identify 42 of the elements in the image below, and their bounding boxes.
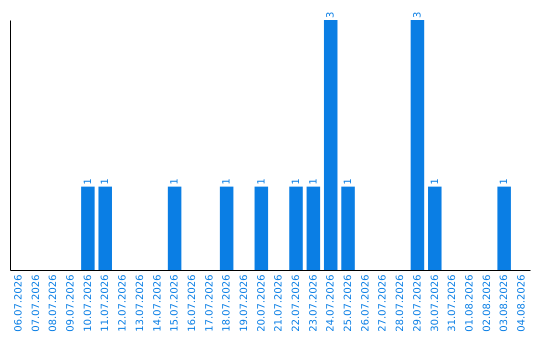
x-tick-label: 31.07.2026 — [447, 274, 458, 332]
x-tick-label: 19.07.2026 — [238, 274, 250, 332]
x-tick-label: 01.08.2026 — [464, 274, 476, 332]
x-tick-label: 16.07.2026 — [186, 274, 198, 332]
data-label: 1 — [343, 178, 354, 185]
x-tick-label: 26.07.2026 — [360, 274, 372, 332]
data-label: 1 — [308, 178, 320, 185]
x-tick-label: 03.08.2026 — [499, 274, 510, 332]
data-label: 1 — [291, 178, 302, 185]
x-tick-label: 15.07.2026 — [170, 274, 181, 332]
x-tick-label: 04.08.2026 — [516, 274, 528, 332]
x-tick-label: 12.07.2026 — [118, 274, 129, 332]
data-label: 1 — [499, 178, 510, 185]
x-tick-label: 08.07.2026 — [48, 274, 60, 332]
x-tick-label: 20.07.2026 — [256, 274, 268, 332]
x-tick-label: 22.07.2026 — [291, 274, 302, 332]
data-label: 1 — [256, 178, 268, 185]
x-tick-label: 17.07.2026 — [204, 274, 216, 332]
data-label: 1 — [82, 178, 94, 185]
x-tick-label: 21.07.2026 — [274, 274, 285, 332]
data-label: 1 — [170, 178, 181, 185]
x-tick-label: 13.07.2026 — [134, 274, 146, 332]
x-tick-label: 24.07.2026 — [326, 274, 337, 332]
x-tick-label: 28.07.2026 — [395, 274, 406, 332]
x-tick-label: 23.07.2026 — [308, 274, 320, 332]
x-tick-label: 29.07.2026 — [412, 274, 424, 332]
x-tick-label: 02.08.2026 — [482, 274, 493, 332]
x-tick-label: 18.07.2026 — [222, 274, 233, 332]
x-tick-label: 10.07.2026 — [82, 274, 94, 332]
x-tick-label: 09.07.2026 — [66, 274, 77, 332]
x-tick-label: 25.07.2026 — [343, 274, 354, 332]
x-tick-label: 11.07.2026 — [100, 274, 112, 332]
x-tick-label: 30.07.2026 — [430, 274, 441, 332]
data-label: 3 — [412, 12, 424, 18]
x-tick-label: 06.07.2026 — [14, 274, 24, 332]
data-label: 1 — [430, 178, 441, 185]
x-tick-label: 14.07.2026 — [152, 274, 164, 332]
data-label: 1 — [222, 178, 233, 185]
data-label: 1 — [100, 178, 112, 185]
data-label: 3 — [326, 12, 337, 18]
x-tick-label: 07.07.2026 — [30, 274, 42, 332]
x-tick-label: 27.07.2026 — [378, 274, 389, 332]
